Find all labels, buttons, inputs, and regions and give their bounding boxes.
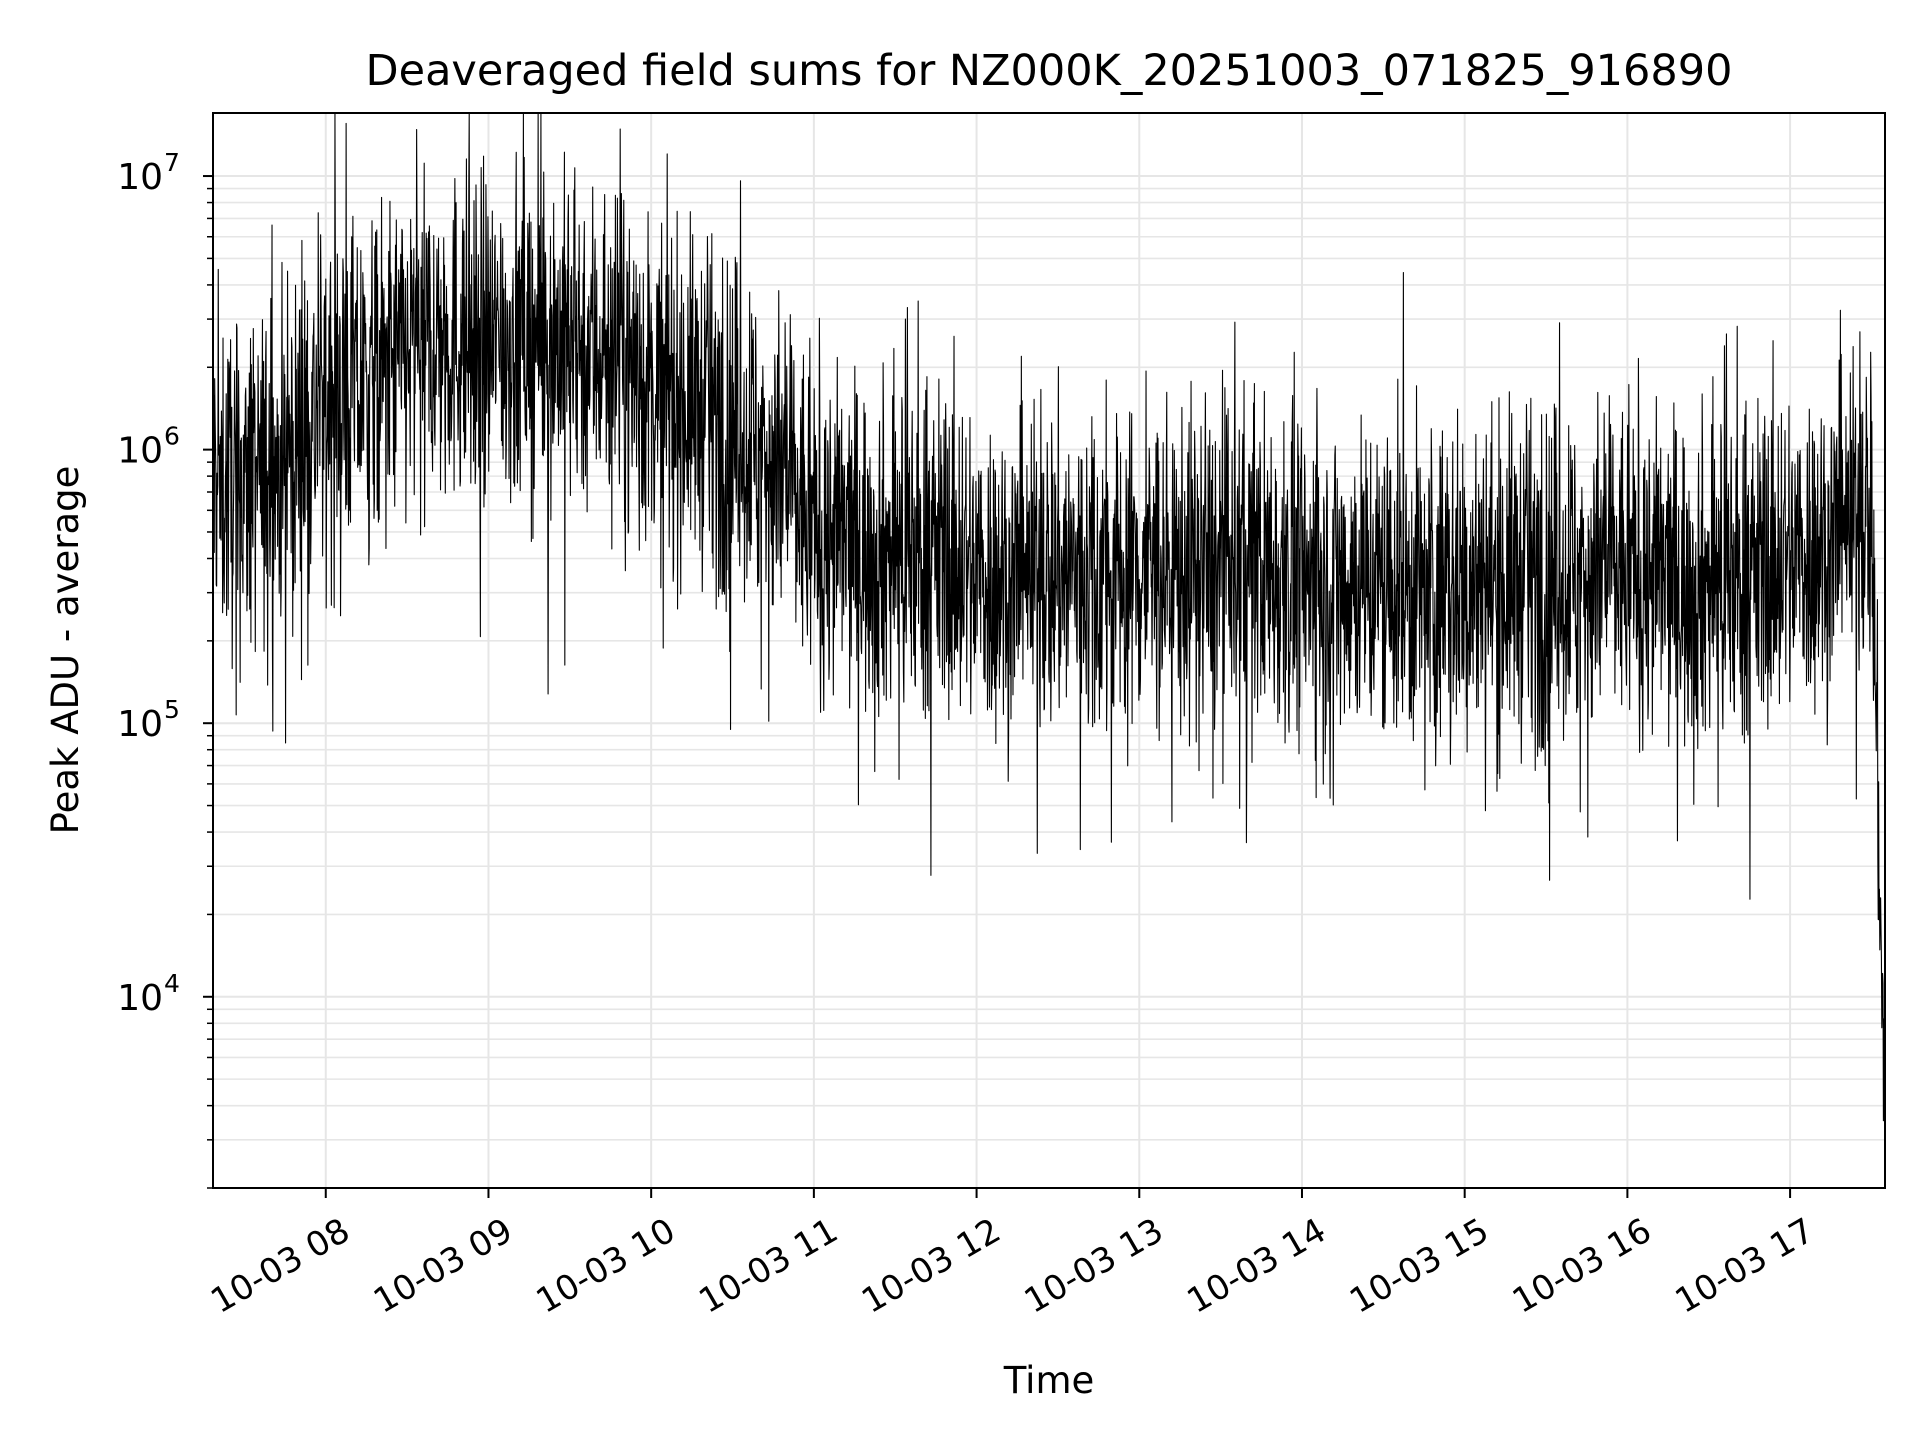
- plot-area: [213, 113, 1885, 1131]
- y-tick-label: 10: [117, 157, 163, 198]
- y-tick-label: 10: [117, 431, 163, 472]
- x-axis-label: Time: [1003, 1359, 1095, 1402]
- y-tick-label: 10: [117, 704, 163, 745]
- chart-title: Deaveraged field sums for NZ000K_2025100…: [366, 46, 1733, 96]
- y-tick-exponent: 4: [164, 969, 180, 998]
- y-tick-label: 10: [117, 978, 163, 1019]
- y-tick-exponent: 5: [164, 695, 180, 724]
- y-axis-label: Peak ADU - average: [44, 466, 87, 835]
- y-tick-exponent: 6: [164, 422, 180, 451]
- plot-frame: [212, 112, 1886, 1189]
- y-tick-exponent: 7: [164, 148, 180, 177]
- series-line: [213, 113, 1885, 1131]
